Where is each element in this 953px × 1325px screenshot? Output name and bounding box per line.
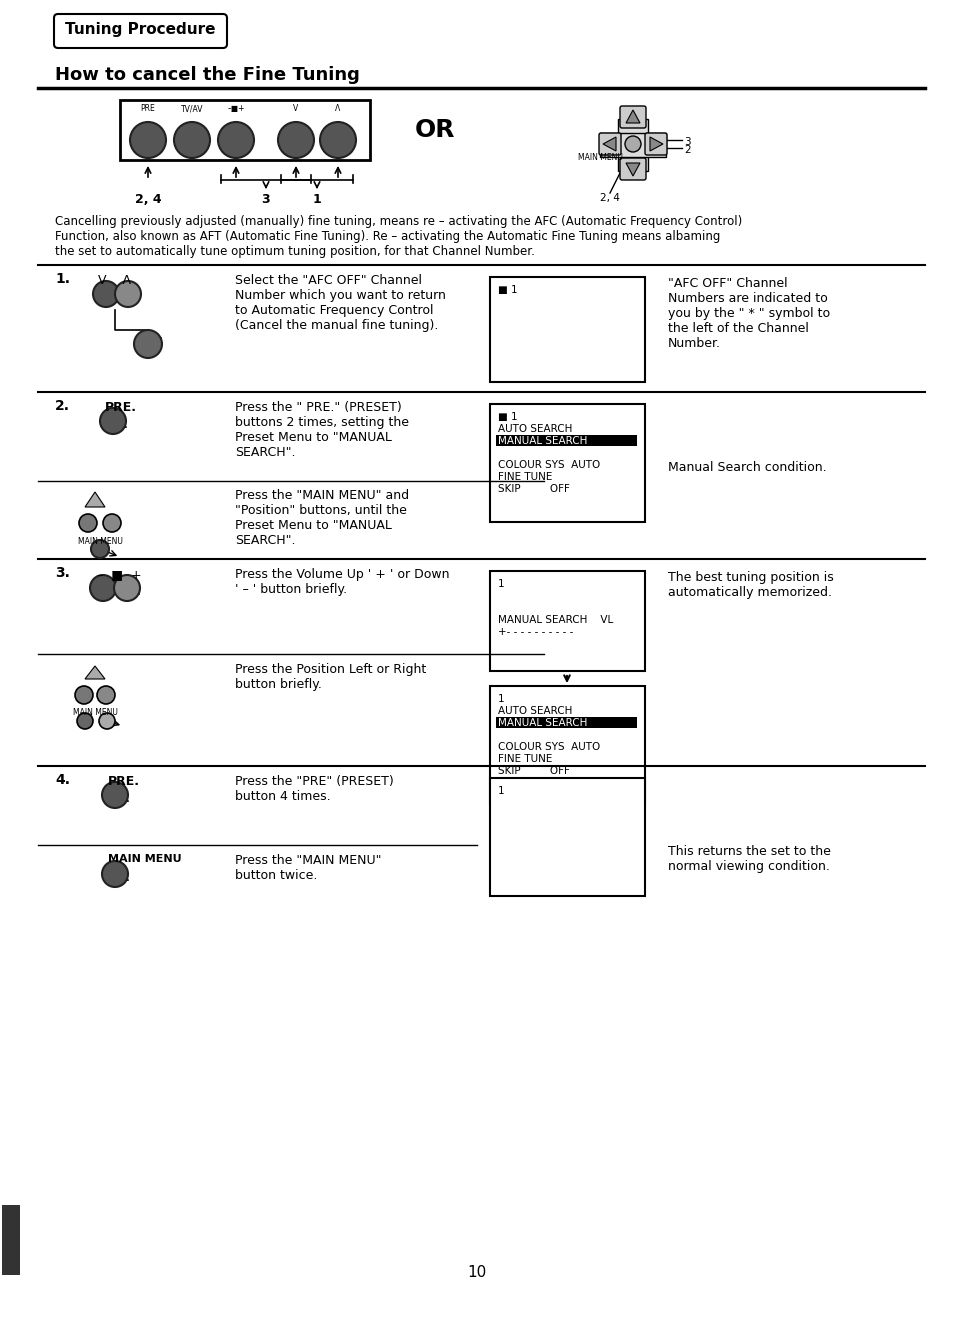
Text: MAIN MENU: MAIN MENU [108,855,181,864]
Text: 1: 1 [497,579,504,590]
Text: 4.: 4. [55,772,70,787]
FancyBboxPatch shape [598,132,620,155]
Text: 1: 1 [313,193,321,205]
Text: 10: 10 [467,1265,486,1280]
Text: V    Λ: V Λ [98,274,131,288]
Text: 3: 3 [261,193,270,205]
Text: 2.: 2. [55,399,70,413]
Bar [496,717,637,727]
Bar [490,277,644,382]
Bar [490,571,644,670]
Circle shape [103,514,121,533]
Circle shape [102,861,128,886]
Text: MANUAL SEARCH    VL: MANUAL SEARCH VL [497,615,613,625]
Text: SKIP         OFF: SKIP OFF [497,484,569,494]
Text: This returns the set to the
normal viewing condition.: This returns the set to the normal viewi… [667,845,830,873]
Text: Press the "MAIN MENU" and
"Position" buttons, until the
Preset Menu to "MANUAL
S: Press the "MAIN MENU" and "Position" but… [234,489,409,547]
Circle shape [92,281,119,307]
Circle shape [99,713,115,729]
Text: PRE.: PRE. [108,775,140,788]
FancyBboxPatch shape [619,106,645,129]
Polygon shape [85,666,105,678]
Bar [490,778,644,896]
Circle shape [113,575,140,602]
Polygon shape [85,492,105,507]
Circle shape [115,281,141,307]
Text: MAIN MENU: MAIN MENU [578,152,622,162]
Text: Manual Search condition.: Manual Search condition. [667,461,825,474]
Circle shape [79,514,97,533]
Text: MANUAL SEARCH: MANUAL SEARCH [497,718,587,727]
Polygon shape [649,136,662,151]
Circle shape [75,686,92,704]
Text: The best tuning position is
automatically memorized.: The best tuning position is automaticall… [667,571,833,599]
Text: MAIN MENU: MAIN MENU [72,708,117,717]
Text: AUTO SEARCH: AUTO SEARCH [497,706,572,716]
Circle shape [133,330,162,358]
Text: "AFC OFF" Channel
Numbers are indicated to
you by the " * " symbol to
the left o: "AFC OFF" Channel Numbers are indicated … [667,277,829,350]
Text: PRE: PRE [140,103,155,113]
Circle shape [319,122,355,158]
Circle shape [102,782,128,808]
Text: Press the " PRE." (PRESET)
buttons 2 times, setting the
Preset Menu to "MANUAL
S: Press the " PRE." (PRESET) buttons 2 tim… [234,401,409,458]
Text: Cancelling previously adjusted (manually) fine tuning, means re – activating the: Cancelling previously adjusted (manually… [55,215,741,258]
Bar [120,99,370,160]
Text: 2, 4: 2, 4 [134,193,161,205]
Text: How to cancel the Fine Tuning: How to cancel the Fine Tuning [55,66,359,83]
Circle shape [100,408,126,435]
Circle shape [91,541,109,558]
Circle shape [277,122,314,158]
Text: –  ■  +: – ■ + [97,568,141,580]
Text: MAIN MENU: MAIN MENU [77,537,122,546]
Bar [2,1204,20,1275]
Text: 1: 1 [497,694,504,704]
Circle shape [130,122,166,158]
Text: 2: 2 [683,144,690,155]
Text: OR: OR [415,118,455,142]
Text: ■ 1: ■ 1 [497,412,517,421]
Text: ■ 1: ■ 1 [497,285,517,295]
Bar [496,435,637,447]
Text: Press the Volume Up ' + ' or Down
' – ' button briefly.: Press the Volume Up ' + ' or Down ' – ' … [234,568,449,596]
Text: 3: 3 [683,136,690,147]
Circle shape [90,575,116,602]
Polygon shape [625,110,639,123]
Circle shape [173,122,210,158]
FancyBboxPatch shape [54,15,227,48]
Text: Tuning Procedure: Tuning Procedure [65,23,215,37]
Text: 1.: 1. [55,272,70,286]
Bar [618,119,647,171]
Text: COLOUR SYS  AUTO: COLOUR SYS AUTO [497,742,599,753]
Bar [490,686,644,804]
Polygon shape [625,163,639,176]
Text: FINE TUNE: FINE TUNE [497,472,552,482]
Polygon shape [602,136,616,151]
Text: PRE.: PRE. [105,401,137,413]
FancyBboxPatch shape [644,132,666,155]
Text: Press the "MAIN MENU"
button twice.: Press the "MAIN MENU" button twice. [234,855,381,882]
Circle shape [218,122,253,158]
Text: 2, 4: 2, 4 [599,193,619,203]
Text: Select the "AFC OFF" Channel
Number which you want to return
to Automatic Freque: Select the "AFC OFF" Channel Number whic… [234,274,445,333]
FancyBboxPatch shape [619,158,645,180]
Text: AUTO SEARCH: AUTO SEARCH [497,424,572,435]
Text: Λ: Λ [335,103,340,113]
Text: 3.: 3. [55,566,70,580]
Circle shape [97,686,115,704]
Text: SKIP         OFF: SKIP OFF [497,766,569,776]
Text: Press the "PRE" (PRESET)
button 4 times.: Press the "PRE" (PRESET) button 4 times. [234,775,394,803]
Text: FINE TUNE: FINE TUNE [497,754,552,765]
Text: V: V [294,103,298,113]
Circle shape [624,136,640,152]
Text: +- - - - - - - - - -: +- - - - - - - - - - [497,627,573,637]
Text: MANUAL SEARCH: MANUAL SEARCH [497,436,587,447]
Bar [490,404,644,522]
Circle shape [77,713,92,729]
Text: –■+: –■+ [227,103,245,113]
Text: Press the Position Left or Right
button briefly.: Press the Position Left or Right button … [234,662,426,692]
Text: COLOUR SYS  AUTO: COLOUR SYS AUTO [497,460,599,470]
Text: 1: 1 [497,786,504,796]
Bar [599,132,665,156]
Text: TV/AV: TV/AV [180,103,203,113]
